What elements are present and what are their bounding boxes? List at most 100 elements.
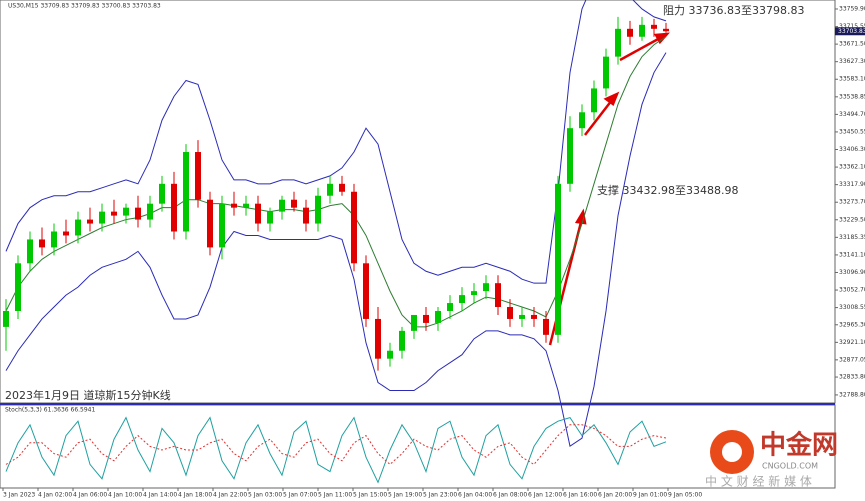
candle-body — [291, 199, 297, 208]
candle-body — [15, 263, 21, 311]
x-tick-label: 6 Jan 12:00 — [528, 492, 562, 499]
x-tick-label: 6 Jan 08:00 — [493, 492, 527, 499]
y-tick-label: 33141.10 — [839, 251, 865, 258]
candle-body — [459, 295, 465, 304]
x-tick-label: 6 Jan 16:00 — [563, 492, 597, 499]
candle-body — [75, 219, 81, 236]
x-tick-label: 5 Jan 07:00 — [283, 492, 317, 499]
candle-body — [267, 211, 273, 224]
y-tick-label: 33759.90 — [839, 5, 865, 12]
x-tick-label: 5 Jan 23:00 — [423, 492, 457, 499]
x-tick-label: 4 Jan 14:00 — [143, 492, 177, 499]
candle-body — [615, 28, 621, 57]
x-tick-label: 4 Jan 02:00 — [38, 492, 72, 499]
y-tick-label: 33671.50 — [839, 41, 865, 48]
x-tick-label: 5 Jan 11:00 — [318, 492, 352, 499]
candle-body — [3, 310, 9, 327]
y-tick-label: 33450.55 — [839, 128, 865, 135]
candle-body — [519, 314, 525, 319]
y-tick-label: 32921.10 — [839, 339, 865, 346]
candle-body — [279, 199, 285, 212]
x-tick-label: 9 Jan 01:00 — [633, 492, 667, 499]
x-tick-label: 3 Jan 2023 — [3, 492, 35, 499]
candle-body — [387, 350, 393, 359]
y-tick-label: 32877.05 — [839, 356, 865, 363]
candle-body — [567, 128, 573, 184]
candle-body — [627, 28, 633, 37]
stoch-d — [5, 424, 667, 466]
main-panel — [0, 0, 836, 404]
candle-body — [507, 307, 513, 319]
candle-body — [591, 88, 597, 113]
x-tick-label: 5 Jan 03:00 — [248, 492, 282, 499]
candle-body — [183, 152, 189, 232]
caption: 2023年1月9日 道琼斯15分钟K线 — [5, 388, 171, 402]
candle-body — [63, 231, 69, 236]
candle-body — [51, 231, 57, 248]
candle-body — [195, 152, 201, 200]
candle-body — [87, 219, 93, 224]
candle-body — [471, 291, 477, 296]
x-tick-label: 6 Jan 20:00 — [598, 492, 632, 499]
candle-body — [495, 283, 501, 308]
candle-body — [423, 314, 429, 323]
y-tick-label: 32788.80 — [839, 391, 865, 398]
candle-body — [39, 239, 45, 248]
candle-body — [639, 24, 645, 37]
stoch-k — [5, 416, 667, 484]
y-tick-label: 33494.70 — [839, 111, 865, 118]
watermark: 中金网 CNGOLD.COM 中 文 财 经 新 媒 体 — [705, 430, 838, 489]
candle-body — [483, 283, 489, 292]
candle-body — [207, 199, 213, 248]
candle-body — [543, 318, 549, 335]
candle-body — [579, 112, 585, 129]
candle-body — [243, 203, 249, 208]
candle-body — [555, 183, 561, 335]
y-tick-label: 33185.35 — [839, 234, 865, 241]
y-tick-label: 33096.90 — [839, 269, 865, 276]
y-tick-label: 32833.80 — [839, 374, 865, 381]
candle-body — [447, 303, 453, 311]
indicator-panel — [0, 404, 836, 489]
arrow-head — [603, 91, 620, 106]
x-tick-label: 5 Jan 19:00 — [388, 492, 422, 499]
x-tick-label: 4 Jan 06:00 — [73, 492, 107, 499]
candle-body — [303, 207, 309, 224]
candle-body — [123, 207, 129, 216]
candle-body — [375, 318, 381, 359]
y-tick-label: 33715.55 — [839, 23, 865, 30]
candle-body — [111, 211, 117, 216]
candle-body — [327, 183, 333, 196]
logo-inner — [722, 442, 742, 462]
x-tick-label: 5 Jan 15:00 — [353, 492, 387, 499]
candle-body — [663, 28, 669, 32]
candle-body — [147, 203, 153, 220]
brand: 中金网 — [760, 430, 838, 461]
x-tick-label: 4 Jan 18:00 — [178, 492, 212, 499]
candle-body — [435, 310, 441, 323]
candle-body — [531, 314, 537, 319]
y-tick-label: 33362.10 — [839, 164, 865, 171]
last-price-box — [835, 27, 865, 36]
indicator-label: Stoch(5,3,3) 61.3636 66.5941 — [5, 407, 96, 414]
last-price-label: 33703.83 — [838, 28, 865, 35]
y-tick-label: 32965.30 — [839, 321, 865, 328]
x-tick-label: 9 Jan 05:00 — [668, 492, 702, 499]
y-tick-label: 33583.10 — [839, 76, 865, 83]
candle-body — [339, 183, 345, 192]
candle-body — [255, 203, 261, 224]
candle-body — [363, 263, 369, 319]
resistance-annotation: 阻力 33736.83至33798.83 — [663, 4, 804, 17]
candle-body — [651, 24, 657, 29]
y-tick-label: 33317.90 — [839, 181, 865, 188]
y-tick-label: 33052.70 — [839, 287, 865, 294]
candle-body — [399, 330, 405, 351]
candle-body — [135, 207, 141, 220]
slogan: 中 文 财 经 新 媒 体 — [705, 474, 812, 489]
candle-body — [99, 211, 105, 224]
header: US30,M15 33709.83 33709.83 33700.83 3370… — [8, 3, 161, 10]
y-tick-label: 33538.85 — [839, 93, 865, 100]
candle-body — [171, 183, 177, 232]
